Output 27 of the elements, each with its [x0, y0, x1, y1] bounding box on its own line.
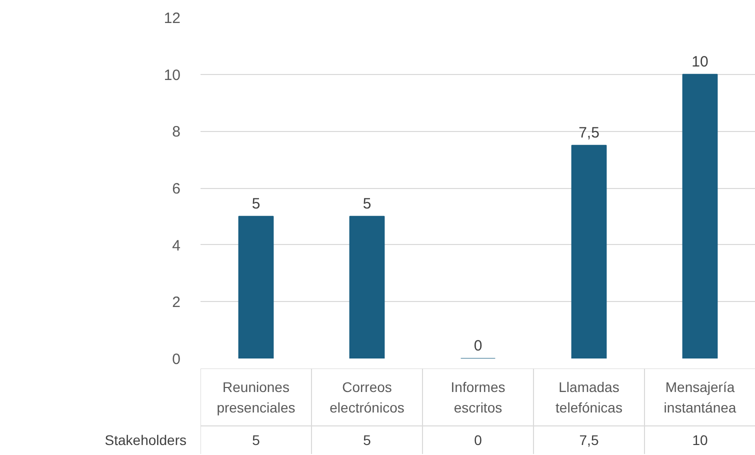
text: 0 — [474, 338, 482, 354]
x-tick-label: Llamadas telefónicas — [556, 378, 622, 416]
text: 5 — [362, 195, 372, 212]
bar — [238, 216, 274, 358]
y-tick-label: 12 — [164, 10, 181, 27]
bar — [349, 216, 385, 358]
data-label: 5 — [363, 432, 372, 448]
data-label: 5 — [252, 432, 260, 448]
y-tick-label: 2 — [172, 294, 180, 312]
y-tick-label: 0 — [172, 351, 180, 368]
y-tick-label: 6 — [172, 180, 180, 198]
bar — [682, 74, 718, 358]
x-tick-label: Mensajería instantánea — [664, 378, 736, 416]
text: 10 — [692, 53, 708, 70]
text: Stakeholders — [104, 432, 186, 448]
x-tick-label: Informes escritos — [450, 378, 506, 416]
y-tick-label: 4 — [172, 237, 180, 254]
data-label: 7,5 — [579, 432, 599, 448]
data-label: 0 — [474, 432, 482, 448]
text: 7,5 — [578, 124, 600, 142]
y-tick-label: 8 — [172, 124, 180, 141]
x-tick-label: Correos electrónicos — [330, 378, 404, 416]
bar — [571, 144, 607, 358]
text: 5 — [252, 195, 260, 212]
x-tick-label: Reuniones presenciales — [216, 378, 296, 416]
y-tick-label: 10 — [164, 66, 181, 84]
data-label: 10 — [692, 432, 708, 448]
